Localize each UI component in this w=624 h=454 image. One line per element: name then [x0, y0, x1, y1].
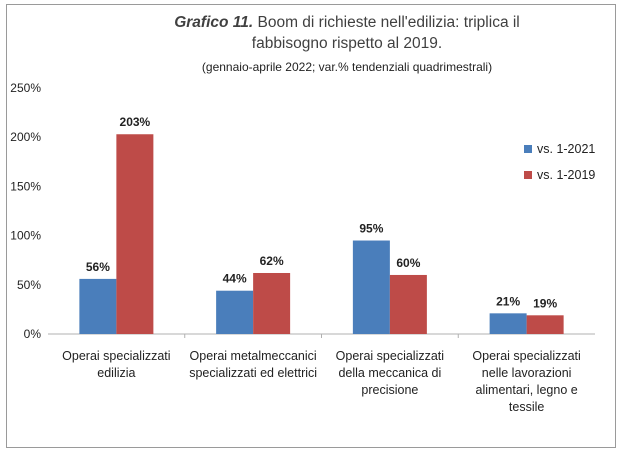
- data-label-series-1: 21%: [496, 294, 520, 308]
- x-category-label: Operai specializzati nelle lavorazioni a…: [472, 349, 581, 414]
- x-category-label: Operai metalmeccanici specializzati ed e…: [189, 349, 318, 380]
- bar-series-1: [79, 278, 117, 334]
- title-lead: Grafico 11.: [174, 14, 254, 31]
- bar-series-1: [489, 313, 527, 334]
- y-tick-label: 100%: [10, 229, 41, 243]
- x-category-label: Operai specializzati della meccanica di …: [335, 349, 445, 397]
- legend-label-series-1: vs. 1-2021: [537, 142, 596, 156]
- y-tick-label: 150%: [10, 179, 41, 193]
- x-category-label: Operai specializzati edilizia: [62, 349, 171, 380]
- data-label-series-1: 44%: [223, 272, 247, 286]
- y-tick-label: 0%: [24, 327, 42, 341]
- legend-swatch-series-1: [524, 145, 532, 153]
- data-label-series-1: 56%: [86, 260, 110, 274]
- bar-series-1: [352, 240, 390, 334]
- chart-subtitle: (gennaio-aprile 2022; var.% tendenziali …: [201, 60, 493, 74]
- legend-item-series-2: vs. 1-2019: [524, 162, 595, 188]
- y-tick-label: 50%: [17, 278, 41, 292]
- bar-series-2: [253, 272, 291, 334]
- data-label-series-1: 95%: [359, 222, 383, 236]
- bar-series-2: [526, 315, 564, 334]
- title-rest: Boom di richieste nell'edilizia: triplic…: [251, 14, 520, 52]
- chart-title: Grafico 11. Boom di richieste nell'edili…: [0, 12, 624, 54]
- bar-series-2: [389, 274, 427, 334]
- y-tick-label: 250%: [10, 81, 41, 95]
- legend: vs. 1-2021 vs. 1-2019: [524, 136, 595, 188]
- y-tick-label: 200%: [10, 130, 41, 144]
- data-label-series-2: 203%: [120, 115, 151, 129]
- legend-label-series-2: vs. 1-2019: [537, 168, 596, 182]
- bar-series-2: [116, 134, 154, 334]
- data-label-series-2: 62%: [260, 254, 284, 268]
- bar-series-1: [216, 290, 254, 334]
- legend-swatch-series-2: [524, 171, 532, 179]
- chart-frame: [6, 4, 616, 448]
- data-label-series-2: 60%: [396, 256, 420, 270]
- legend-item-series-1: vs. 1-2021: [524, 136, 595, 162]
- data-label-series-2: 19%: [533, 296, 557, 310]
